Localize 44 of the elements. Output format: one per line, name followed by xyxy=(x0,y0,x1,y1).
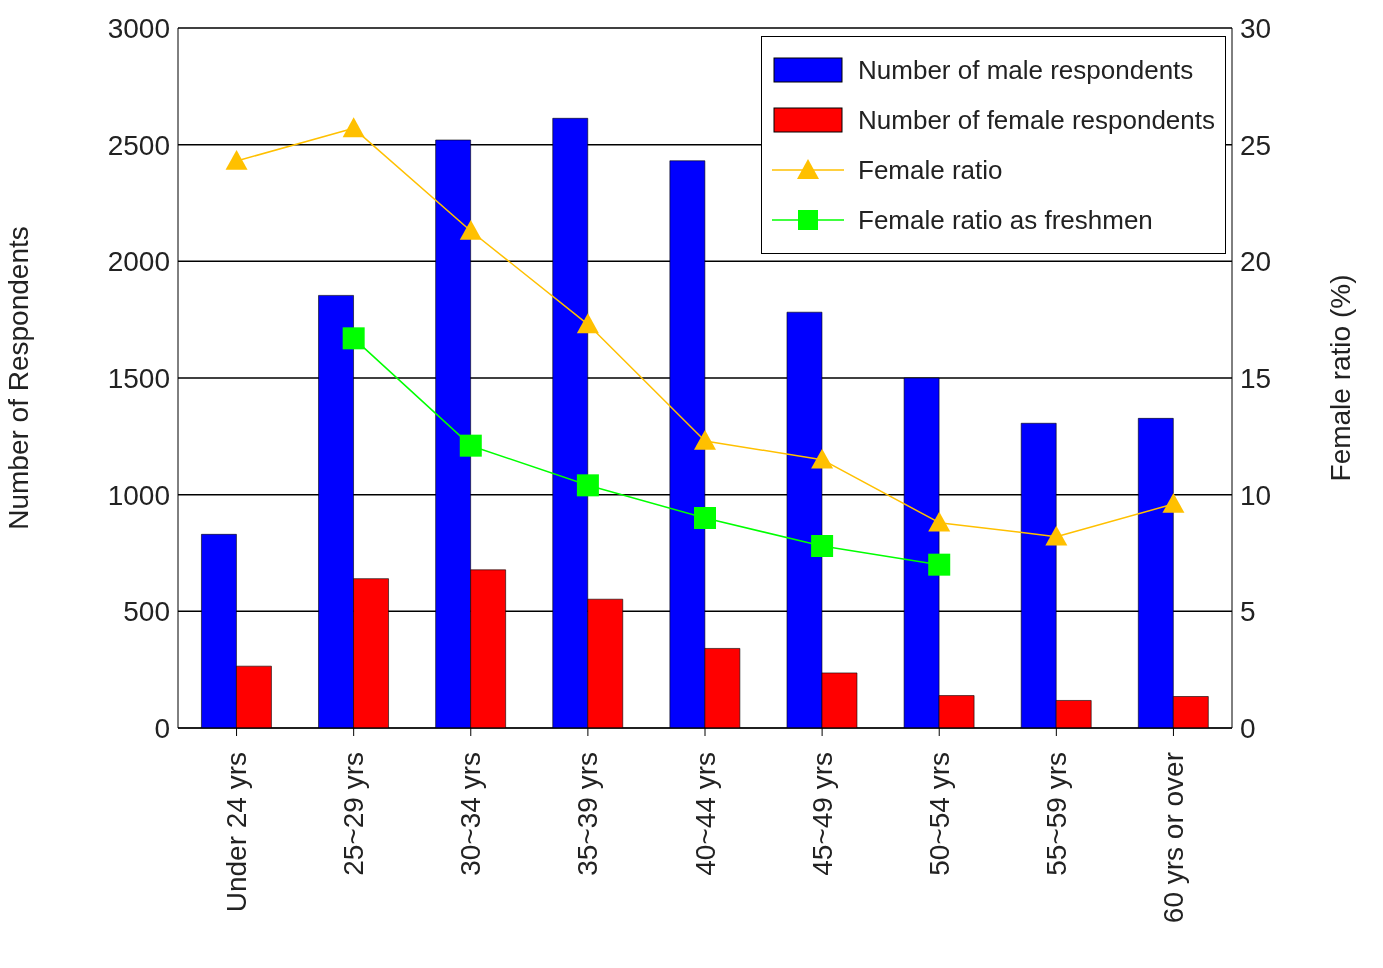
x-tick-label: 30~34 yrs xyxy=(455,752,487,876)
y2-axis-title: Female ratio (%) xyxy=(1324,274,1356,482)
y2-tick-label: 25 xyxy=(1240,129,1272,161)
x-tick-label: 60 yrs or over xyxy=(1157,752,1189,924)
y2-tick-label: 20 xyxy=(1240,246,1272,278)
point xyxy=(811,448,834,469)
legend-label: Female ratio xyxy=(858,154,1003,186)
y-tick-label: 500 xyxy=(123,596,170,628)
y-tick-label: 2000 xyxy=(107,246,170,278)
point xyxy=(1045,525,1068,546)
y-tick-label: 3000 xyxy=(107,12,170,44)
y2-tick-label: 30 xyxy=(1240,12,1272,44)
y2-tick-label: 10 xyxy=(1240,479,1272,511)
y2-tick-label: 0 xyxy=(1240,712,1256,744)
legend-label: Number of male respondents xyxy=(858,54,1194,86)
point xyxy=(576,474,599,497)
x-tick-label: 40~44 yrs xyxy=(689,752,721,876)
y2-tick-label: 5 xyxy=(1240,596,1256,628)
point xyxy=(1162,493,1185,513)
point xyxy=(694,430,716,450)
x-tick-label: 35~39 yrs xyxy=(572,752,604,876)
point xyxy=(576,313,599,334)
point xyxy=(928,511,951,532)
point xyxy=(225,150,248,170)
x-tick-label: 45~49 yrs xyxy=(806,752,838,876)
x-tick-label: Under 24 yrs xyxy=(221,752,253,913)
y-tick-label: 0 xyxy=(154,712,170,744)
x-tick-label: 50~54 yrs xyxy=(923,752,955,876)
x-tick-label: 25~29 yrs xyxy=(338,752,370,876)
point xyxy=(694,507,716,529)
legend-label: Female ratio as freshmen xyxy=(858,204,1153,236)
point xyxy=(459,434,482,457)
point xyxy=(459,220,482,240)
y-axis-title: Number of Respondents xyxy=(2,226,34,530)
y-tick-label: 1000 xyxy=(107,479,170,511)
x-tick-label: 55~59 yrs xyxy=(1040,752,1072,876)
y2-tick-label: 15 xyxy=(1240,362,1272,394)
point xyxy=(342,327,365,350)
y-tick-label: 1500 xyxy=(107,362,170,394)
point xyxy=(928,553,951,576)
point xyxy=(342,117,365,138)
point xyxy=(811,535,834,557)
legend-label: Number of female respondents xyxy=(858,104,1215,136)
y-tick-label: 2500 xyxy=(107,129,170,161)
